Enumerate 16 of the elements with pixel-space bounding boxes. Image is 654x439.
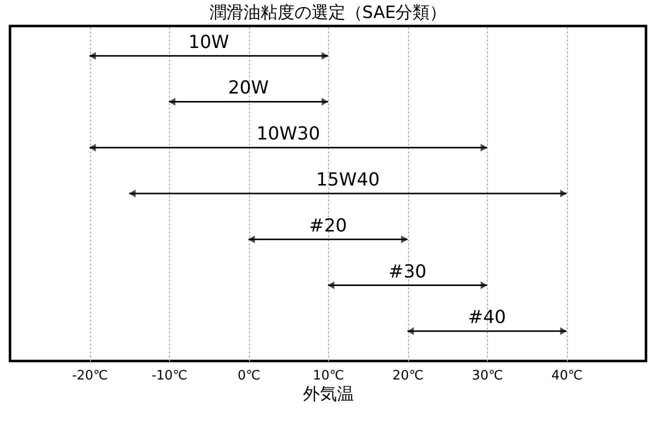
- x-tick-label: 40℃: [551, 368, 583, 384]
- x-tick-label: 10℃: [312, 368, 344, 384]
- y-tick-label: #30: [388, 261, 426, 282]
- x-tick-label: -20℃: [72, 368, 108, 384]
- x-tick-label: 20℃: [392, 368, 424, 384]
- chart-title: 潤滑油粘度の選定（SAE分類）: [209, 3, 447, 23]
- y-tick-label: #20: [309, 215, 347, 236]
- y-tick-label: 10W30: [256, 124, 320, 145]
- x-axis-title: 外気温: [303, 384, 354, 404]
- x-tick-label: 30℃: [472, 368, 504, 384]
- y-tick-label: #40: [468, 307, 506, 328]
- y-tick-label: 15W40: [316, 170, 380, 190]
- y-tick-label: 20W: [228, 78, 270, 99]
- x-tick-label: 0℃: [238, 368, 260, 384]
- y-tick-label: 10W: [188, 32, 230, 53]
- x-tick-label: -10℃: [152, 368, 188, 384]
